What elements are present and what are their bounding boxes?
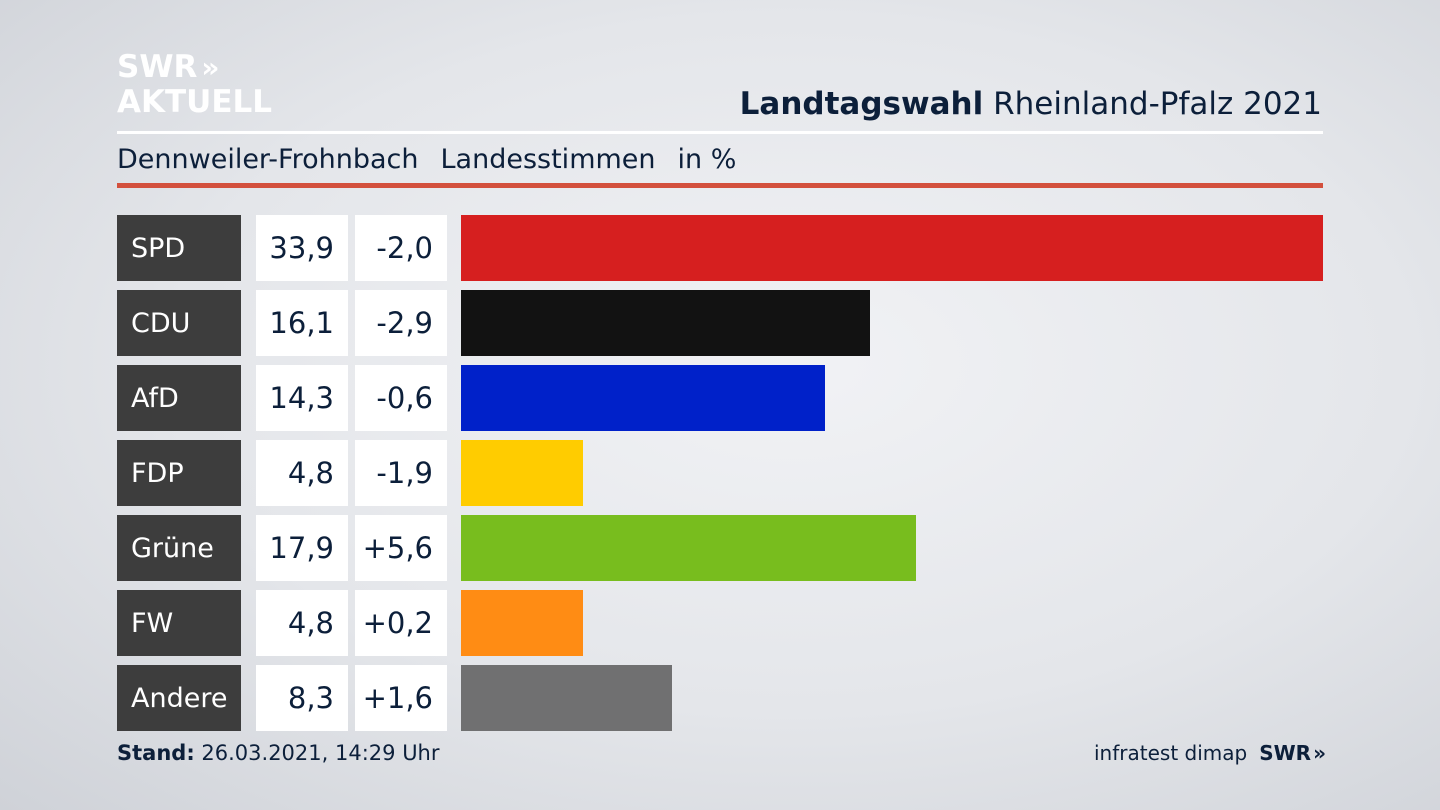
vote-share-label: 16,1 xyxy=(256,290,348,356)
swr-aktuell-logo: SWR » AKTUELL xyxy=(117,52,272,118)
page-title: Landtagswahl Rheinland-Pfalz 2021 xyxy=(740,86,1322,122)
subtitle-unit: in % xyxy=(677,144,737,175)
change-label: -1,9 xyxy=(355,440,447,506)
bar xyxy=(461,215,1323,281)
party-label: CDU xyxy=(117,290,241,356)
subtitle-place: Dennweiler-Frohnbach xyxy=(117,144,419,175)
change-label: -2,9 xyxy=(355,290,447,356)
bar xyxy=(461,365,825,431)
title-rest: Rheinland-Pfalz 2021 xyxy=(993,86,1322,122)
chart-row: Andere 8,3 +1,6 xyxy=(117,665,1323,731)
change-label: +0,2 xyxy=(355,590,447,656)
bar xyxy=(461,515,916,581)
logo-chevron-icon: » xyxy=(201,50,219,84)
bar xyxy=(461,440,583,506)
subtitle-measure: Landesstimmen xyxy=(440,144,656,175)
change-label: -2,0 xyxy=(355,215,447,281)
chart-row: AfD 14,3 -0,6 xyxy=(117,365,1323,431)
chart-row: Grüne 17,9 +5,6 xyxy=(117,515,1323,581)
subtitle-divider xyxy=(117,183,1323,188)
bar xyxy=(461,290,870,356)
party-label: SPD xyxy=(117,215,241,281)
vote-share-label: 17,9 xyxy=(256,515,348,581)
vote-share-label: 8,3 xyxy=(256,665,348,731)
logo-swr-text: SWR xyxy=(117,49,198,85)
chart-row: FW 4,8 +0,2 xyxy=(117,590,1323,656)
bar xyxy=(461,590,583,656)
bar xyxy=(461,665,672,731)
vote-share-label: 33,9 xyxy=(256,215,348,281)
chart-row: CDU 16,1 -2,9 xyxy=(117,290,1323,356)
party-label: FDP xyxy=(117,440,241,506)
chart-row: FDP 4,8 -1,9 xyxy=(117,440,1323,506)
timestamp: Stand: 26.03.2021, 14:29 Uhr xyxy=(117,741,440,765)
party-label: FW xyxy=(117,590,241,656)
title-divider xyxy=(117,131,1323,134)
change-label: +1,6 xyxy=(355,665,447,731)
change-label: +5,6 xyxy=(355,515,447,581)
logo-aktuell-text: AKTUELL xyxy=(117,84,273,120)
chart-row: SPD 33,9 -2,0 xyxy=(117,215,1323,281)
swr-footer-text: SWR xyxy=(1259,741,1312,765)
subtitle: Dennweiler-Frohnbach Landesstimmen in % xyxy=(117,144,736,175)
source-credit: infratest dimap SWR » xyxy=(1094,741,1326,765)
stand-label: Stand: xyxy=(117,741,195,765)
vote-share-label: 4,8 xyxy=(256,590,348,656)
vote-share-label: 14,3 xyxy=(256,365,348,431)
swr-chevron-icon: » xyxy=(1313,741,1326,765)
vote-share-label: 4,8 xyxy=(256,440,348,506)
source-text: infratest dimap xyxy=(1094,741,1248,765)
change-label: -0,6 xyxy=(355,365,447,431)
swr-footer-logo: SWR » xyxy=(1259,741,1326,765)
party-label: Grüne xyxy=(117,515,241,581)
title-bold: Landtagswahl xyxy=(739,86,984,122)
party-label: Andere xyxy=(117,665,241,731)
party-label: AfD xyxy=(117,365,241,431)
stand-value: 26.03.2021, 14:29 Uhr xyxy=(201,741,440,765)
